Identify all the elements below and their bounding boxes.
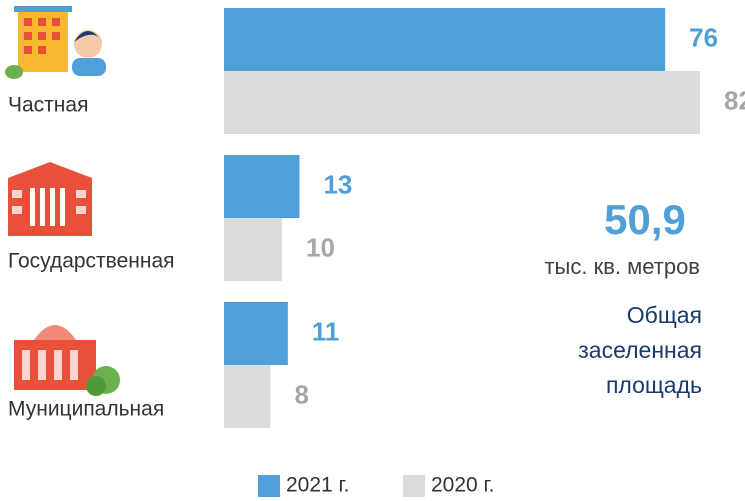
value-label: 13 [323,169,352,199]
legend-swatch [403,475,425,497]
legend-swatch [258,475,280,497]
bar [224,155,300,218]
legend-label: 2021 г. [286,474,349,497]
bar [224,302,288,365]
value-label: 10 [306,232,335,262]
total-value: 50,9 [604,196,686,243]
category-label: Муниципальная [8,398,164,421]
bar [224,71,700,134]
caption: Общая заселенная площадь [578,302,702,398]
value-label: 8 [294,379,308,409]
icon-municipal [14,325,120,396]
value-label: 82 [724,85,745,115]
category-label: Частная [8,94,88,117]
value-label: 11 [312,316,340,346]
category-label: Государственная [8,250,175,273]
bar [224,218,283,281]
bar [224,365,271,428]
icon-private [5,6,106,79]
legend-label: 2020 г. [431,474,494,497]
bar [224,8,666,71]
icon-state [8,162,92,236]
total-unit: тыс. кв. метров [544,254,700,279]
value-label: 76 [689,22,718,52]
